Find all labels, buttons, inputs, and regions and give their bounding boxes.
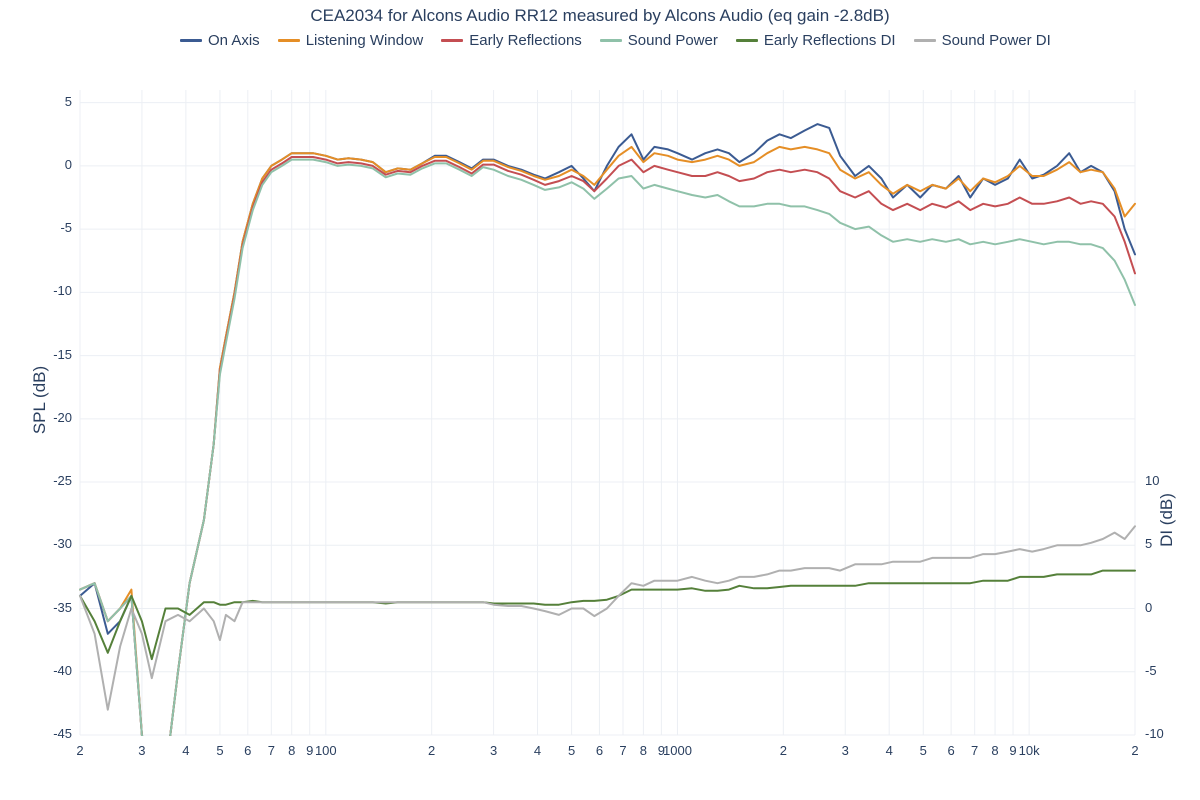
y2-tick: -10 <box>1145 726 1164 741</box>
x-tick-minor: 6 <box>244 743 251 758</box>
x-tick-minor: 6 <box>947 743 954 758</box>
x-tick-minor: 3 <box>490 743 497 758</box>
x-tick-minor: 9 <box>658 743 665 758</box>
y1-tick: 5 <box>65 94 72 109</box>
frequency-response-chart: CEA2034 for Alcons Audio RR12 measured b… <box>0 0 1200 800</box>
y1-tick: -5 <box>60 220 72 235</box>
y1-tick: -20 <box>53 410 72 425</box>
x-tick-minor: 8 <box>640 743 647 758</box>
x-tick-minor: 7 <box>268 743 275 758</box>
x-tick-minor: 3 <box>842 743 849 758</box>
x-tick-minor: 5 <box>920 743 927 758</box>
x-tick-major: 100 <box>315 743 337 758</box>
x-tick-minor: 2 <box>76 743 83 758</box>
y2-tick: 5 <box>1145 536 1152 551</box>
plot-area <box>0 0 1200 800</box>
y2-tick: 10 <box>1145 473 1159 488</box>
y1-tick: -15 <box>53 347 72 362</box>
y1-tick: -25 <box>53 473 72 488</box>
series-er <box>80 157 1135 775</box>
x-tick-minor: 4 <box>182 743 189 758</box>
x-tick-minor: 4 <box>534 743 541 758</box>
x-tick-minor: 2 <box>1131 743 1138 758</box>
series-on_axis <box>80 124 1135 775</box>
series-sp <box>80 160 1135 775</box>
y1-tick: -40 <box>53 663 72 678</box>
x-tick-major: 1000 <box>663 743 692 758</box>
y1-tick: -10 <box>53 283 72 298</box>
x-tick-minor: 7 <box>619 743 626 758</box>
x-tick-minor: 9 <box>306 743 313 758</box>
x-tick-minor: 6 <box>596 743 603 758</box>
y1-tick: -35 <box>53 600 72 615</box>
x-tick-minor: 3 <box>138 743 145 758</box>
x-tick-minor: 8 <box>288 743 295 758</box>
x-tick-minor: 8 <box>991 743 998 758</box>
series-sp_di <box>80 526 1135 709</box>
x-tick-minor: 2 <box>428 743 435 758</box>
x-tick-minor: 5 <box>568 743 575 758</box>
y1-tick: -30 <box>53 536 72 551</box>
y2-tick: 0 <box>1145 600 1152 615</box>
x-tick-minor: 5 <box>216 743 223 758</box>
y1-tick: -45 <box>53 726 72 741</box>
x-tick-minor: 9 <box>1009 743 1016 758</box>
x-tick-major: 10k <box>1019 743 1040 758</box>
x-tick-minor: 7 <box>971 743 978 758</box>
x-tick-minor: 4 <box>886 743 893 758</box>
y2-tick: -5 <box>1145 663 1157 678</box>
x-tick-minor: 2 <box>780 743 787 758</box>
series-lw <box>80 147 1135 775</box>
y1-tick: 0 <box>65 157 72 172</box>
